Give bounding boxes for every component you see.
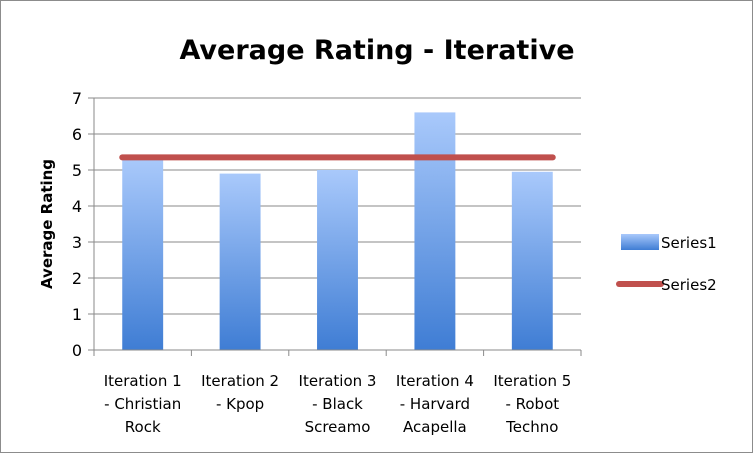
legend-swatch-series1 — [621, 234, 659, 250]
y-tick-label: 4 — [72, 197, 82, 216]
legend: Series1 Series2 — [616, 234, 717, 294]
axes — [88, 97, 582, 356]
bar — [317, 170, 358, 350]
y-tick-label: 3 — [72, 233, 82, 252]
bars — [122, 112, 553, 351]
y-tick-label: 0 — [72, 341, 82, 360]
y-tick-label: 5 — [72, 161, 82, 180]
bar — [122, 159, 164, 350]
bar — [511, 171, 553, 350]
chart-title: Average Rating - Iterative — [179, 35, 574, 66]
x-tick-label: Iteration 2- Kpop — [201, 372, 279, 413]
legend-label-series1: Series1 — [661, 234, 717, 252]
y-tick-label: 1 — [72, 305, 82, 324]
y-tick-label: 2 — [72, 269, 82, 288]
legend-label-series2: Series2 — [661, 276, 717, 294]
bar — [219, 173, 261, 350]
y-tick-label: 6 — [72, 125, 82, 144]
x-tick-label: Iteration 5- Robot Techno — [493, 372, 571, 436]
x-tick-label: Iteration 4- Harvard Acapella — [396, 372, 474, 436]
y-tick-label: 7 — [72, 89, 82, 108]
tick-labels: 0 1 2 3 4 5 6 7 Iteration 1- Christian Rock Iterat… — [72, 89, 571, 436]
y-axis-label: Average Rating — [38, 159, 56, 289]
bar — [414, 112, 456, 351]
x-tick-label: Iteration 3- Black Screamo — [299, 372, 377, 436]
x-tick-label: Iteration 1- Christian Rock — [104, 372, 182, 436]
